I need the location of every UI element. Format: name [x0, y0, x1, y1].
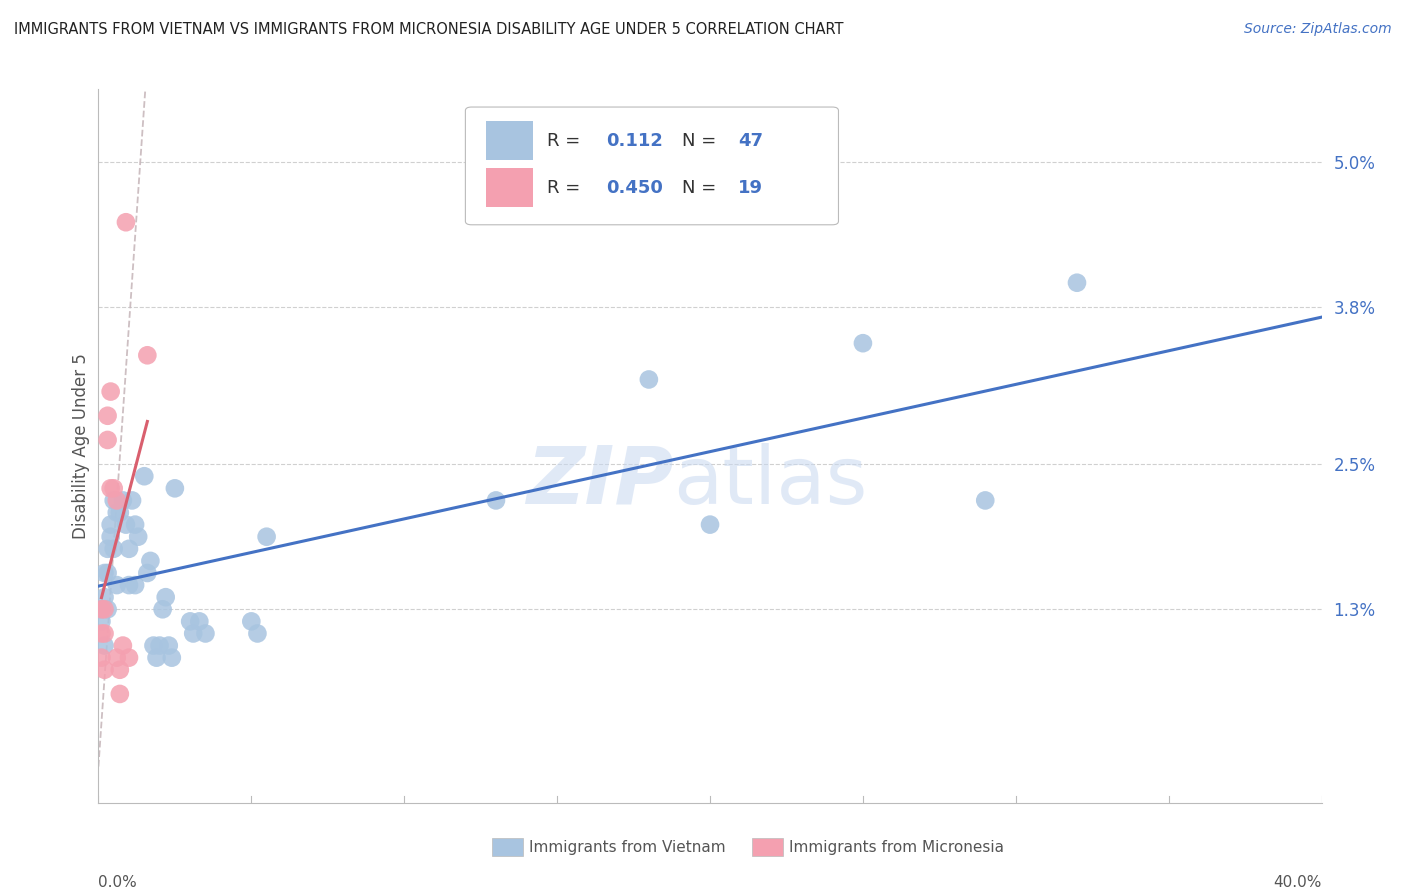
Point: [974, 493, 997, 508]
Point: [108, 687, 131, 701]
Point: [149, 639, 172, 653]
Point: [160, 650, 183, 665]
Point: [139, 554, 162, 568]
Point: [97, 409, 120, 423]
Text: 0.450: 0.450: [606, 178, 664, 196]
Point: [93, 590, 115, 604]
Text: IMMIGRANTS FROM VIETNAM VS IMMIGRANTS FROM MICRONESIA DISABILITY AGE UNDER 5 COR: IMMIGRANTS FROM VIETNAM VS IMMIGRANTS FR…: [14, 22, 844, 37]
Point: [100, 384, 122, 399]
Bar: [486, 121, 533, 161]
Text: 40.0%: 40.0%: [1274, 875, 1322, 890]
Point: [118, 578, 141, 592]
Point: [256, 530, 278, 544]
Text: 19: 19: [738, 178, 763, 196]
Point: [127, 530, 149, 544]
Y-axis label: Disability Age Under 5: Disability Age Under 5: [72, 353, 90, 539]
Point: [97, 566, 120, 580]
FancyBboxPatch shape: [465, 107, 838, 225]
Point: [111, 493, 134, 508]
Point: [100, 517, 122, 532]
Point: [136, 348, 159, 362]
Point: [115, 215, 138, 229]
Point: [103, 493, 125, 508]
Text: Immigrants from Vietnam: Immigrants from Vietnam: [529, 840, 725, 855]
Point: [105, 506, 128, 520]
Text: atlas: atlas: [673, 442, 868, 521]
Point: [97, 541, 120, 556]
Point: [188, 615, 211, 629]
Point: [103, 541, 125, 556]
Point: [90, 650, 112, 665]
Point: [155, 590, 177, 604]
Point: [90, 626, 112, 640]
Point: [246, 626, 269, 640]
Point: [93, 639, 115, 653]
Text: ZIP: ZIP: [526, 442, 673, 521]
Point: [93, 566, 115, 580]
Point: [100, 481, 122, 495]
Text: N =: N =: [682, 178, 721, 196]
Point: [136, 566, 159, 580]
Point: [111, 639, 134, 653]
Point: [142, 639, 165, 653]
Point: [124, 578, 146, 592]
Point: [699, 517, 721, 532]
Point: [118, 650, 141, 665]
Point: [637, 372, 661, 386]
Point: [97, 433, 120, 447]
Point: [93, 626, 115, 640]
Text: 0.0%: 0.0%: [98, 875, 138, 890]
Point: [100, 530, 122, 544]
Point: [152, 602, 174, 616]
Point: [90, 615, 112, 629]
Point: [124, 517, 146, 532]
Point: [108, 663, 131, 677]
Point: [485, 493, 508, 508]
Text: N =: N =: [682, 132, 721, 150]
Point: [103, 481, 125, 495]
Point: [157, 639, 180, 653]
Text: R =: R =: [547, 178, 586, 196]
Point: [145, 650, 167, 665]
Text: 47: 47: [738, 132, 763, 150]
Point: [115, 517, 138, 532]
Text: 0.112: 0.112: [606, 132, 664, 150]
Point: [181, 626, 204, 640]
Text: Source: ZipAtlas.com: Source: ZipAtlas.com: [1244, 22, 1392, 37]
Point: [90, 602, 112, 616]
Point: [105, 650, 128, 665]
Point: [240, 615, 263, 629]
Point: [852, 336, 875, 351]
Point: [105, 493, 128, 508]
Point: [108, 506, 131, 520]
Point: [163, 481, 186, 495]
Point: [194, 626, 217, 640]
Point: [134, 469, 156, 483]
Text: R =: R =: [547, 132, 586, 150]
Point: [1066, 276, 1088, 290]
Point: [97, 602, 120, 616]
Point: [93, 602, 115, 616]
Point: [93, 663, 115, 677]
Point: [118, 541, 141, 556]
Point: [105, 578, 128, 592]
Point: [90, 602, 112, 616]
Text: Immigrants from Micronesia: Immigrants from Micronesia: [789, 840, 1004, 855]
Point: [121, 493, 143, 508]
Bar: [486, 168, 533, 207]
Point: [179, 615, 201, 629]
